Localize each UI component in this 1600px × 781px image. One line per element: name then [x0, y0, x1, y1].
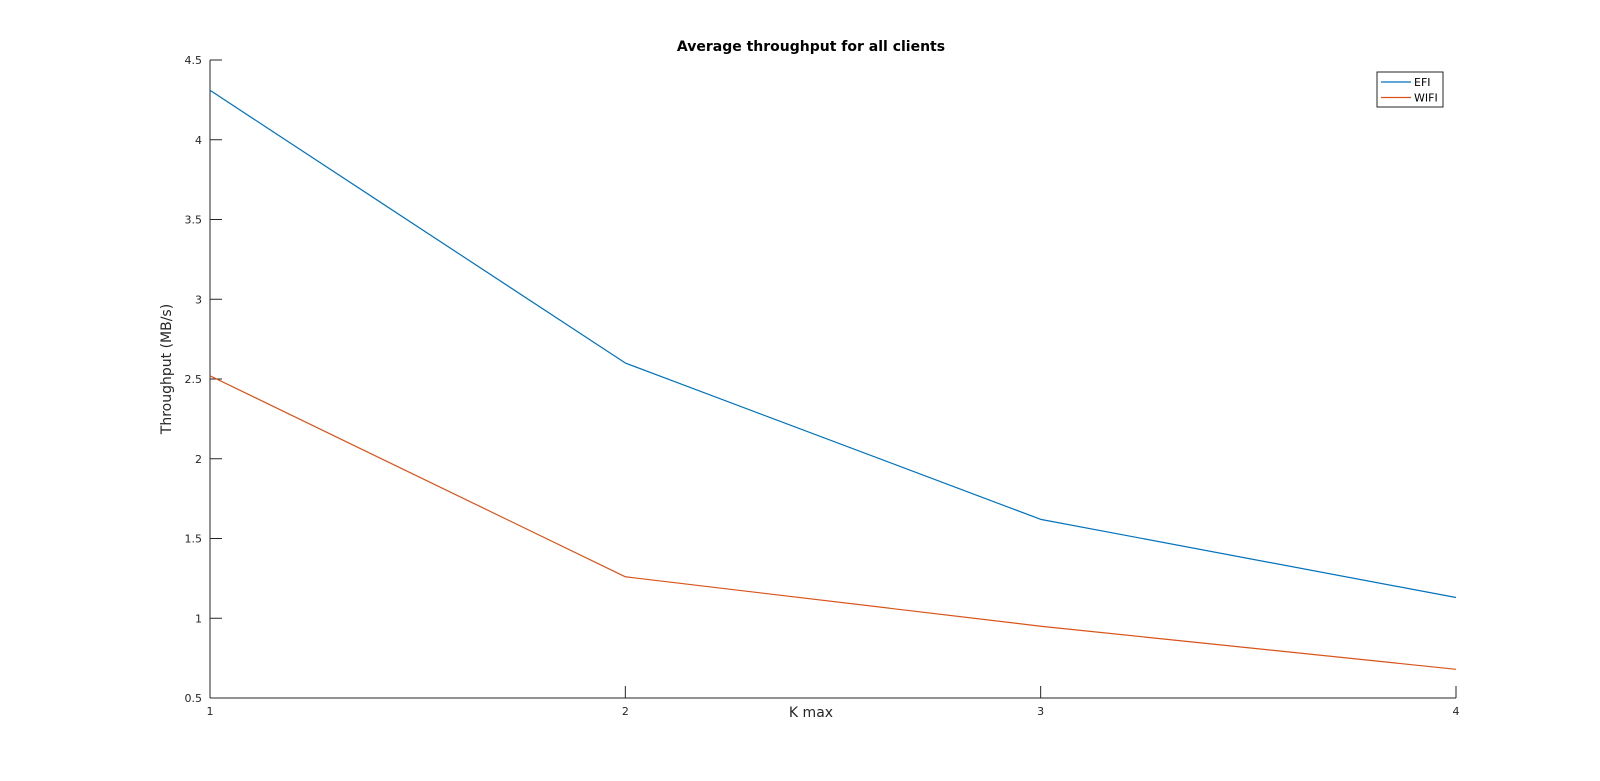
- x-tick-label: 2: [622, 705, 629, 718]
- y-tick-label: 1: [195, 612, 202, 625]
- legend-label-efi: EFI: [1414, 76, 1431, 89]
- y-tick-label: 0.5: [185, 692, 203, 705]
- series-line-wifi: [209, 375, 1457, 670]
- x-axis-label: K max: [789, 705, 833, 721]
- y-tick-label: 4: [195, 134, 202, 147]
- x-tick-label: 1: [207, 705, 214, 718]
- y-axis-label: Throughput (MB/s): [159, 304, 175, 435]
- x-ticks: 1 2 3 4: [207, 686, 1460, 718]
- y-tick-label: 3: [195, 293, 202, 306]
- series-line-efi: [209, 89, 1457, 599]
- y-tick-label: 2.5: [185, 373, 203, 386]
- y-tick-label: 4.5: [185, 54, 203, 67]
- y-ticks: 0.5 1 1.5 2 2.5 3 3.5 4 4.5: [185, 54, 222, 705]
- y-tick-label: 3.5: [185, 214, 203, 227]
- legend: EFI WIFI: [1376, 71, 1444, 108]
- y-tick-label: 1.5: [185, 533, 203, 546]
- x-tick-label: 4: [1453, 705, 1460, 718]
- x-tick-label: 3: [1037, 705, 1044, 718]
- legend-box: [1376, 71, 1444, 108]
- axes: [209, 60, 1456, 699]
- chart-title: Average throughput for all clients: [677, 39, 945, 55]
- y-tick-label: 2: [195, 453, 202, 466]
- series-lines: [209, 89, 1457, 670]
- legend-label-wifi: WIFI: [1414, 92, 1438, 105]
